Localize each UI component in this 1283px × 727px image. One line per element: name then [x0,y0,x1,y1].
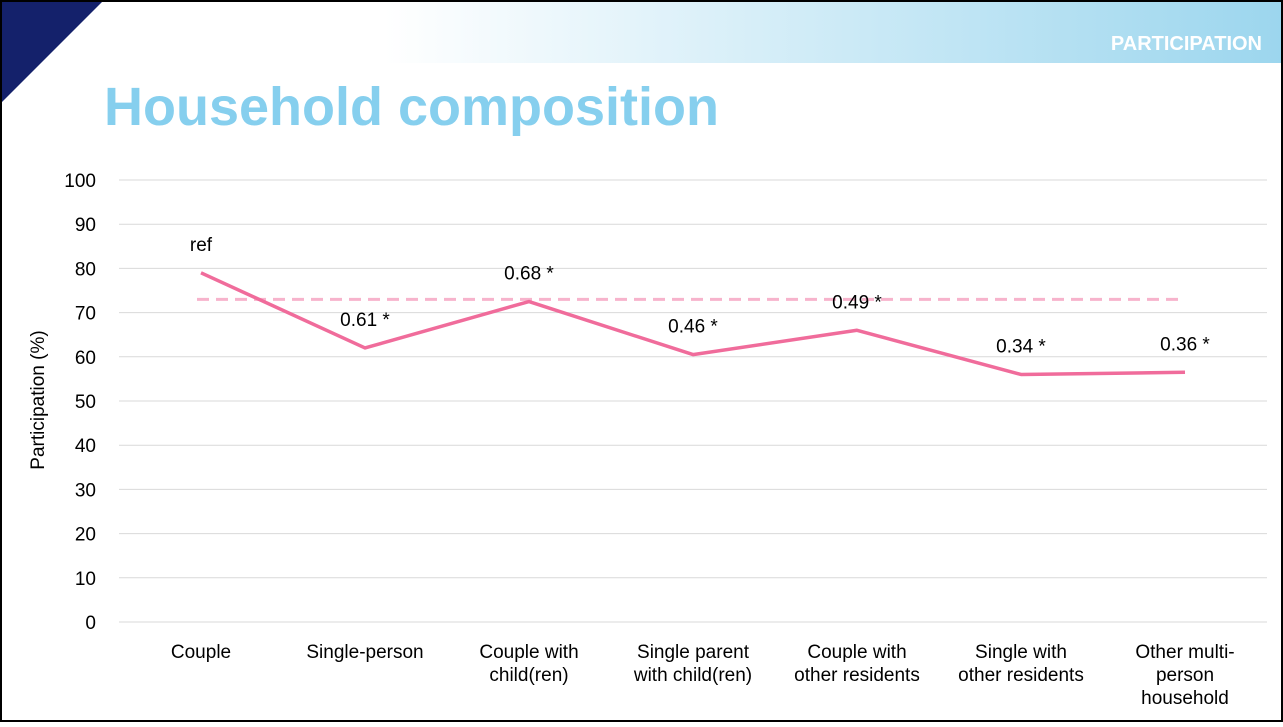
y-tick-label: 0 [85,613,96,634]
corner-triangle [0,0,104,104]
point-label: 0.34 * [996,336,1046,357]
chart-title: Household composition [104,77,719,137]
x-tick-label: Couple with other residents [794,642,920,686]
y-tick-label: 70 [75,304,96,325]
y-tick-label: 80 [75,259,96,280]
x-tick-label: Single-person [306,642,423,663]
point-label: 0.49 * [832,292,882,313]
y-tick-label: 30 [75,480,96,501]
point-label: 0.68 * [504,264,554,285]
header-label: PARTICIPATION [1111,33,1262,55]
point-label: 0.61 * [340,310,390,331]
y-tick-label: 50 [75,392,96,413]
y-axis-label: Participation (%) [28,330,49,469]
x-tick-label: Single with other residents [958,642,1084,686]
y-tick-label: 100 [64,171,96,192]
y-tick-label: 20 [75,525,96,546]
header-band [0,0,1283,63]
x-tick-label: Single parent with child(ren) [633,642,752,686]
point-label: 0.36 * [1160,334,1210,355]
point-label: 0.46 * [668,317,718,338]
y-tick-label: 10 [75,569,96,590]
x-tick-label: Couple with child(ren) [479,642,578,686]
y-tick-label: 40 [75,436,96,457]
x-tick-label: Other multi-person household [1135,642,1234,709]
y-tick-label: 90 [75,215,96,236]
x-tick-label: Couple [171,642,231,663]
point-label: ref [190,235,213,256]
data-line [200,271,1186,377]
y-tick-label: 60 [75,348,96,369]
